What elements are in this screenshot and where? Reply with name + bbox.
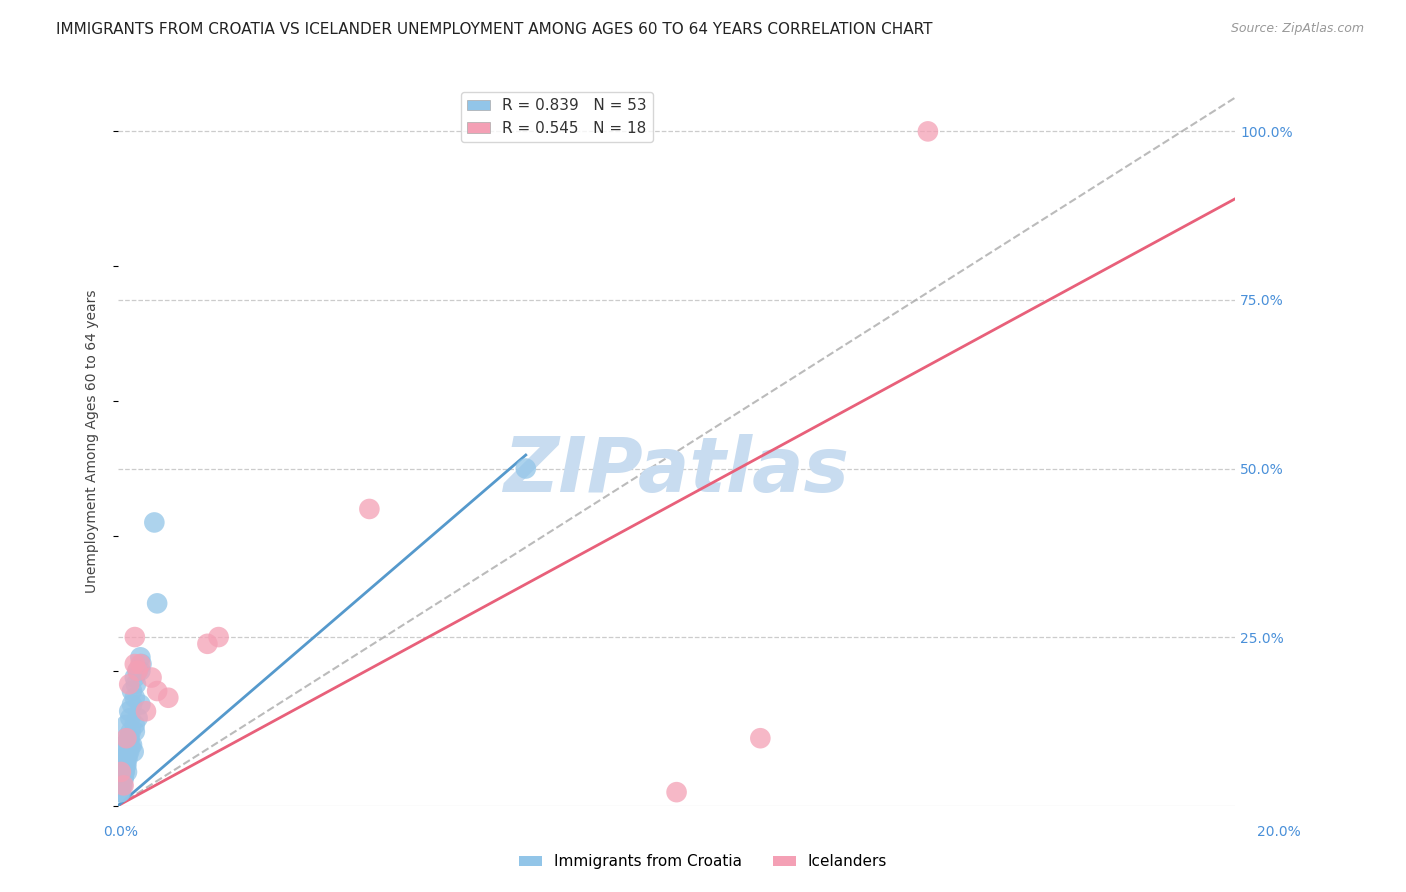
Point xyxy=(120,711,142,725)
Point xyxy=(124,717,146,731)
Point xyxy=(114,764,136,779)
Point xyxy=(146,684,169,698)
Legend: Immigrants from Croatia, Icelanders: Immigrants from Croatia, Icelanders xyxy=(513,848,893,875)
Text: 20.0%: 20.0% xyxy=(1257,825,1301,839)
Point xyxy=(129,698,152,712)
Point xyxy=(112,745,135,759)
Point xyxy=(118,704,141,718)
Point xyxy=(115,751,138,765)
Point xyxy=(114,738,136,752)
Point xyxy=(359,502,381,516)
Point xyxy=(110,785,132,799)
Text: 0.0%: 0.0% xyxy=(103,825,138,839)
Point xyxy=(143,516,166,530)
Point xyxy=(118,731,141,746)
Point xyxy=(122,745,145,759)
Point xyxy=(112,764,135,779)
Point xyxy=(749,731,772,746)
Text: ZIPatlas: ZIPatlas xyxy=(503,434,849,508)
Point xyxy=(121,684,143,698)
Point xyxy=(115,731,138,746)
Point xyxy=(917,124,939,138)
Point xyxy=(110,779,132,793)
Point xyxy=(115,764,138,779)
Point xyxy=(112,764,135,779)
Point xyxy=(124,657,146,671)
Point xyxy=(127,664,149,678)
Point xyxy=(124,630,146,644)
Point xyxy=(127,711,149,725)
Point xyxy=(129,664,152,678)
Point xyxy=(112,772,135,786)
Point xyxy=(665,785,688,799)
Point xyxy=(112,772,135,786)
Point xyxy=(121,698,143,712)
Point xyxy=(111,779,134,793)
Point xyxy=(120,738,142,752)
Point xyxy=(118,677,141,691)
Point xyxy=(114,758,136,772)
Point xyxy=(135,704,157,718)
Point xyxy=(131,657,153,671)
Point xyxy=(124,671,146,685)
Point xyxy=(118,731,141,746)
Point xyxy=(129,650,152,665)
Point xyxy=(115,731,138,746)
Point xyxy=(110,772,132,786)
Point xyxy=(124,724,146,739)
Text: IMMIGRANTS FROM CROATIA VS ICELANDER UNEMPLOYMENT AMONG AGES 60 TO 64 YEARS CORR: IMMIGRANTS FROM CROATIA VS ICELANDER UNE… xyxy=(56,22,932,37)
Point xyxy=(114,758,136,772)
Point xyxy=(108,785,131,799)
Point xyxy=(118,745,141,759)
Point xyxy=(108,779,131,793)
Point xyxy=(125,677,148,691)
Point xyxy=(120,724,142,739)
Point xyxy=(115,758,138,772)
Point xyxy=(117,745,139,759)
Point xyxy=(127,664,149,678)
Point xyxy=(141,671,163,685)
Point xyxy=(124,690,146,705)
Point xyxy=(129,657,152,671)
Point xyxy=(515,461,537,475)
Point xyxy=(110,764,132,779)
Point xyxy=(111,758,134,772)
Point xyxy=(112,772,135,786)
Point xyxy=(115,717,138,731)
Point xyxy=(112,779,135,793)
Point xyxy=(108,785,131,799)
Point xyxy=(111,751,134,765)
Point xyxy=(146,596,169,610)
Point xyxy=(117,751,139,765)
Point xyxy=(110,779,132,793)
Point xyxy=(207,630,229,644)
Point xyxy=(110,764,132,779)
Point xyxy=(197,637,219,651)
Y-axis label: Unemployment Among Ages 60 to 64 years: Unemployment Among Ages 60 to 64 years xyxy=(86,290,100,593)
Point xyxy=(157,690,180,705)
Point xyxy=(121,738,143,752)
Text: Source: ZipAtlas.com: Source: ZipAtlas.com xyxy=(1230,22,1364,36)
Legend: R = 0.839   N = 53, R = 0.545   N = 18: R = 0.839 N = 53, R = 0.545 N = 18 xyxy=(461,93,652,142)
